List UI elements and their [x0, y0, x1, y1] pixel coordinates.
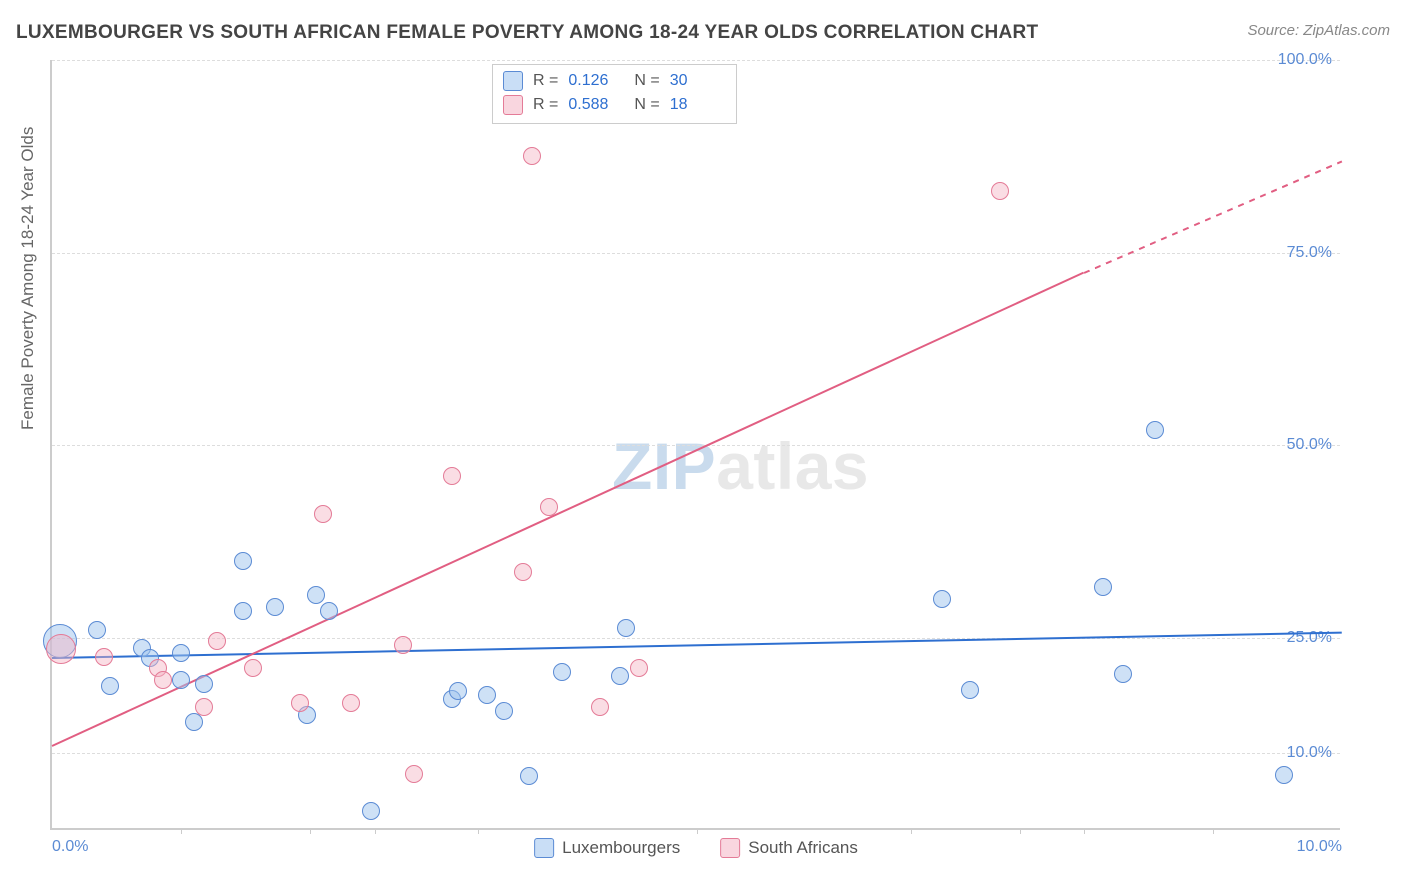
data-point — [933, 590, 951, 608]
y-axis-title: Female Poverty Among 18-24 Year Olds — [18, 127, 38, 430]
xtick-label: 10.0% — [1297, 838, 1342, 856]
r-value-south-africans: 0.588 — [568, 93, 624, 117]
data-point — [234, 602, 252, 620]
data-point — [154, 671, 172, 689]
data-point — [88, 621, 106, 639]
n-label: N = — [634, 93, 659, 117]
data-point — [1094, 578, 1112, 596]
xtick-mark — [375, 828, 376, 834]
data-point — [342, 694, 360, 712]
xtick-mark — [1084, 828, 1085, 834]
legend-label-south-africans: South Africans — [748, 838, 858, 858]
data-point — [617, 619, 635, 637]
data-point — [611, 667, 629, 685]
xtick-mark — [310, 828, 311, 834]
n-value-south-africans: 18 — [670, 93, 726, 117]
xtick-mark — [1213, 828, 1214, 834]
data-point — [172, 671, 190, 689]
watermark: ZIPatlas — [612, 428, 869, 504]
r-value-luxembourgers: 0.126 — [568, 69, 624, 93]
watermark-atlas: atlas — [716, 429, 869, 503]
xtick-mark — [478, 828, 479, 834]
data-point — [405, 765, 423, 783]
data-point — [362, 802, 380, 820]
data-point — [591, 698, 609, 716]
trend-line — [52, 631, 1342, 658]
data-point — [101, 677, 119, 695]
data-point — [172, 644, 190, 662]
xtick-mark — [181, 828, 182, 834]
swatch-blue-icon — [503, 71, 523, 91]
data-point — [291, 694, 309, 712]
data-point — [234, 552, 252, 570]
data-point — [185, 713, 203, 731]
data-point — [1114, 665, 1132, 683]
gridline — [52, 638, 1340, 639]
scatter-plot-area: ZIPatlas R = 0.126 N = 30 R = 0.588 N = … — [50, 60, 1340, 830]
data-point — [540, 498, 558, 516]
swatch-blue-icon — [534, 838, 554, 858]
correlation-row-south-africans: R = 0.588 N = 18 — [503, 93, 726, 117]
data-point — [244, 659, 262, 677]
data-point — [320, 602, 338, 620]
ytick-label: 10.0% — [1287, 744, 1332, 762]
xtick-label: 0.0% — [52, 838, 88, 856]
gridline — [52, 253, 1340, 254]
ytick-label: 75.0% — [1287, 244, 1332, 262]
ytick-label: 50.0% — [1287, 436, 1332, 454]
swatch-pink-icon — [720, 838, 740, 858]
gridline — [52, 445, 1340, 446]
data-point — [961, 681, 979, 699]
correlation-legend: R = 0.126 N = 30 R = 0.588 N = 18 — [492, 64, 737, 124]
data-point — [307, 586, 325, 604]
data-point — [553, 663, 571, 681]
r-label: R = — [533, 69, 558, 93]
data-point — [195, 698, 213, 716]
data-point — [266, 598, 284, 616]
data-point — [520, 767, 538, 785]
r-label: R = — [533, 93, 558, 117]
data-point — [991, 182, 1009, 200]
legend-item-luxembourgers: Luxembourgers — [534, 838, 680, 858]
data-point — [514, 563, 532, 581]
data-point — [314, 505, 332, 523]
chart-title: LUXEMBOURGER VS SOUTH AFRICAN FEMALE POV… — [16, 22, 1038, 44]
xtick-mark — [1020, 828, 1021, 834]
data-point — [208, 632, 226, 650]
series-legend: Luxembourgers South Africans — [534, 838, 858, 858]
source-attribution: Source: ZipAtlas.com — [1247, 22, 1390, 39]
n-label: N = — [634, 69, 659, 93]
data-point — [478, 686, 496, 704]
gridline — [52, 753, 1340, 754]
gridline — [52, 60, 1340, 61]
data-point — [495, 702, 513, 720]
xtick-mark — [697, 828, 698, 834]
data-point — [46, 634, 76, 664]
legend-item-south-africans: South Africans — [720, 838, 858, 858]
data-point — [630, 659, 648, 677]
n-value-luxembourgers: 30 — [670, 69, 726, 93]
swatch-pink-icon — [503, 95, 523, 115]
data-point — [523, 147, 541, 165]
data-point — [394, 636, 412, 654]
data-point — [95, 648, 113, 666]
data-point — [1275, 766, 1293, 784]
data-point — [1146, 421, 1164, 439]
data-point — [449, 682, 467, 700]
correlation-row-luxembourgers: R = 0.126 N = 30 — [503, 69, 726, 93]
data-point — [195, 675, 213, 693]
ytick-label: 100.0% — [1278, 51, 1332, 69]
data-point — [443, 467, 461, 485]
xtick-mark — [911, 828, 912, 834]
legend-label-luxembourgers: Luxembourgers — [562, 838, 680, 858]
